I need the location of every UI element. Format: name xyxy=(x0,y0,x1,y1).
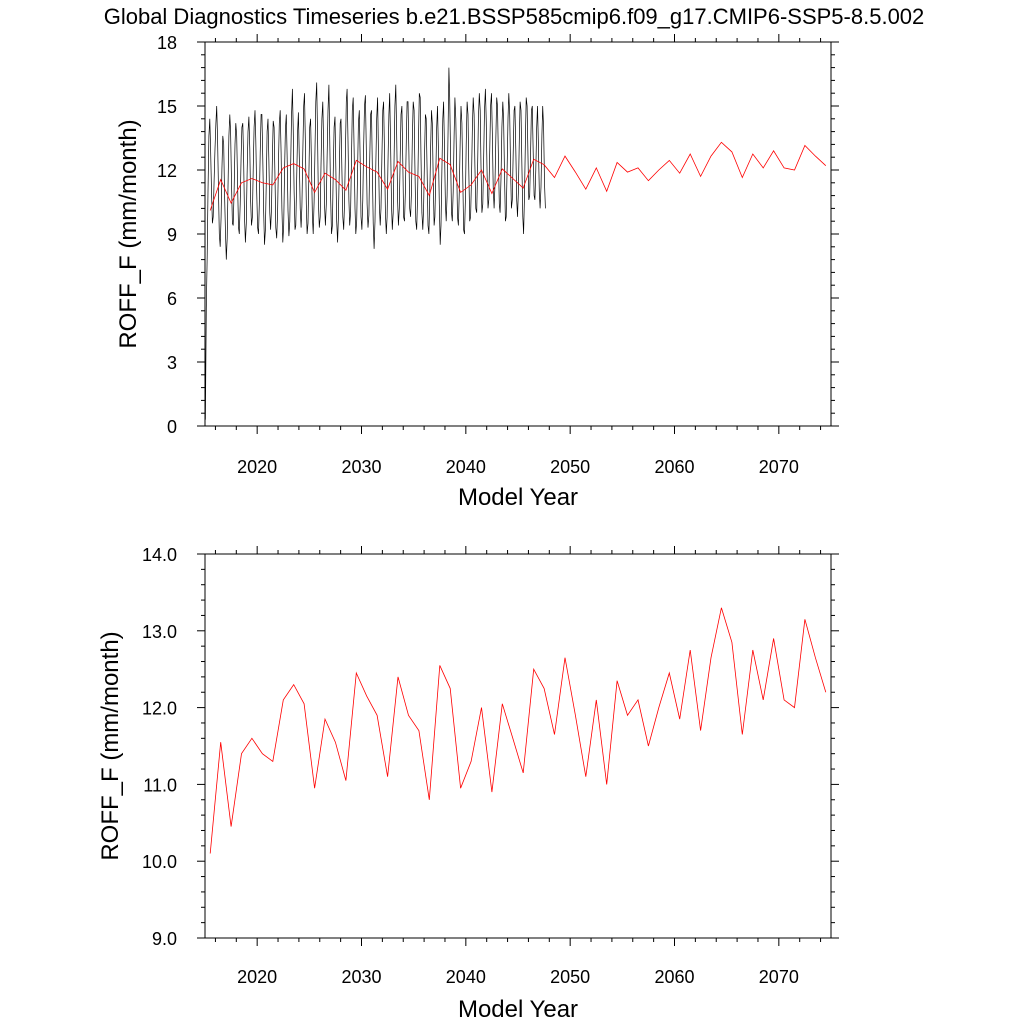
x-tick-labels: 2020 2030 2040 2050 2060 2070 xyxy=(237,967,799,987)
x-tick-label: 2040 xyxy=(446,967,486,987)
x-tick-label: 2070 xyxy=(759,967,799,987)
y-tick-labels: 9.0 10.0 11.0 12.0 13.0 14.0 xyxy=(142,545,177,949)
y-axis-title: ROFF_F (mm/month) xyxy=(115,119,142,348)
y-tick-label: 15 xyxy=(157,97,177,117)
x-tick-label: 2040 xyxy=(446,457,486,477)
series-monthly-line xyxy=(205,67,546,420)
panel-bottom: 9.0 10.0 11.0 12.0 13.0 14.0 2020 2030 2040 2050… xyxy=(97,545,839,1023)
panel-top: 0 3 6 9 12 15 18 2020 2030 2040 2050 2060 2070 Mode… xyxy=(115,33,839,511)
axis-ticks xyxy=(197,546,839,946)
y-tick-label: 18 xyxy=(157,33,177,53)
y-tick-label: 9.0 xyxy=(152,929,177,949)
x-axis-title: Model Year xyxy=(458,996,578,1023)
y-tick-label: 13.0 xyxy=(142,622,177,642)
y-tick-labels: 0 3 6 9 12 15 18 xyxy=(157,33,177,437)
x-tick-label: 2020 xyxy=(237,457,277,477)
y-tick-label: 10.0 xyxy=(142,852,177,872)
x-tick-label: 2030 xyxy=(341,967,381,987)
y-tick-label: 6 xyxy=(167,289,177,309)
x-tick-label: 2050 xyxy=(550,967,590,987)
x-tick-label: 2030 xyxy=(341,457,381,477)
x-tick-labels: 2020 2030 2040 2050 2060 2070 xyxy=(237,457,799,477)
y-tick-label: 9 xyxy=(167,225,177,245)
plot-frame xyxy=(204,41,832,427)
chart-title: Global Diagnostics Timeseries b.e21.BSSP… xyxy=(104,4,925,29)
x-tick-label: 2060 xyxy=(654,457,694,477)
y-tick-label: 0 xyxy=(167,417,177,437)
y-tick-label: 11.0 xyxy=(143,775,177,795)
x-tick-label: 2070 xyxy=(759,457,799,477)
y-axis-title: ROFF_F (mm/month) xyxy=(97,631,124,860)
x-tick-label: 2060 xyxy=(654,967,694,987)
x-axis-title: Model Year xyxy=(458,484,578,511)
y-tick-label: 14.0 xyxy=(142,545,177,565)
plot-frame xyxy=(204,553,832,939)
y-tick-label: 12.0 xyxy=(142,699,177,719)
x-tick-label: 2020 xyxy=(237,967,277,987)
x-tick-label: 2050 xyxy=(550,457,590,477)
series-annual-line xyxy=(209,141,827,211)
series-annual-line xyxy=(209,607,827,854)
y-tick-label: 3 xyxy=(167,353,177,373)
y-tick-label: 12 xyxy=(157,161,177,181)
axis-ticks xyxy=(197,34,839,434)
